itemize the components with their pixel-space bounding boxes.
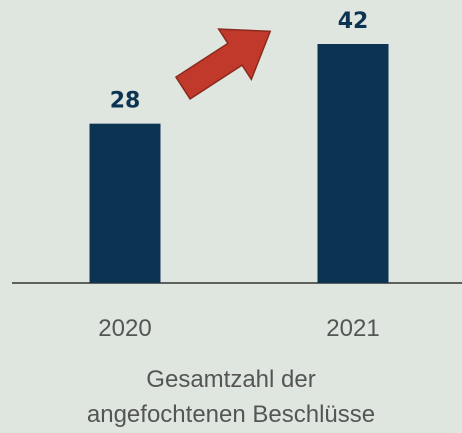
trend-arrow bbox=[174, 28, 272, 100]
x-tick-label: 2021 bbox=[326, 315, 379, 342]
x-axis-label: Gesamtzahl der angefochtenen Beschlüsse bbox=[86, 366, 376, 428]
bar bbox=[317, 44, 389, 283]
data-label: 28 bbox=[110, 89, 141, 114]
x-tick-label: 2020 bbox=[98, 315, 151, 342]
bar bbox=[89, 123, 161, 284]
data-label: 42 bbox=[338, 9, 369, 34]
